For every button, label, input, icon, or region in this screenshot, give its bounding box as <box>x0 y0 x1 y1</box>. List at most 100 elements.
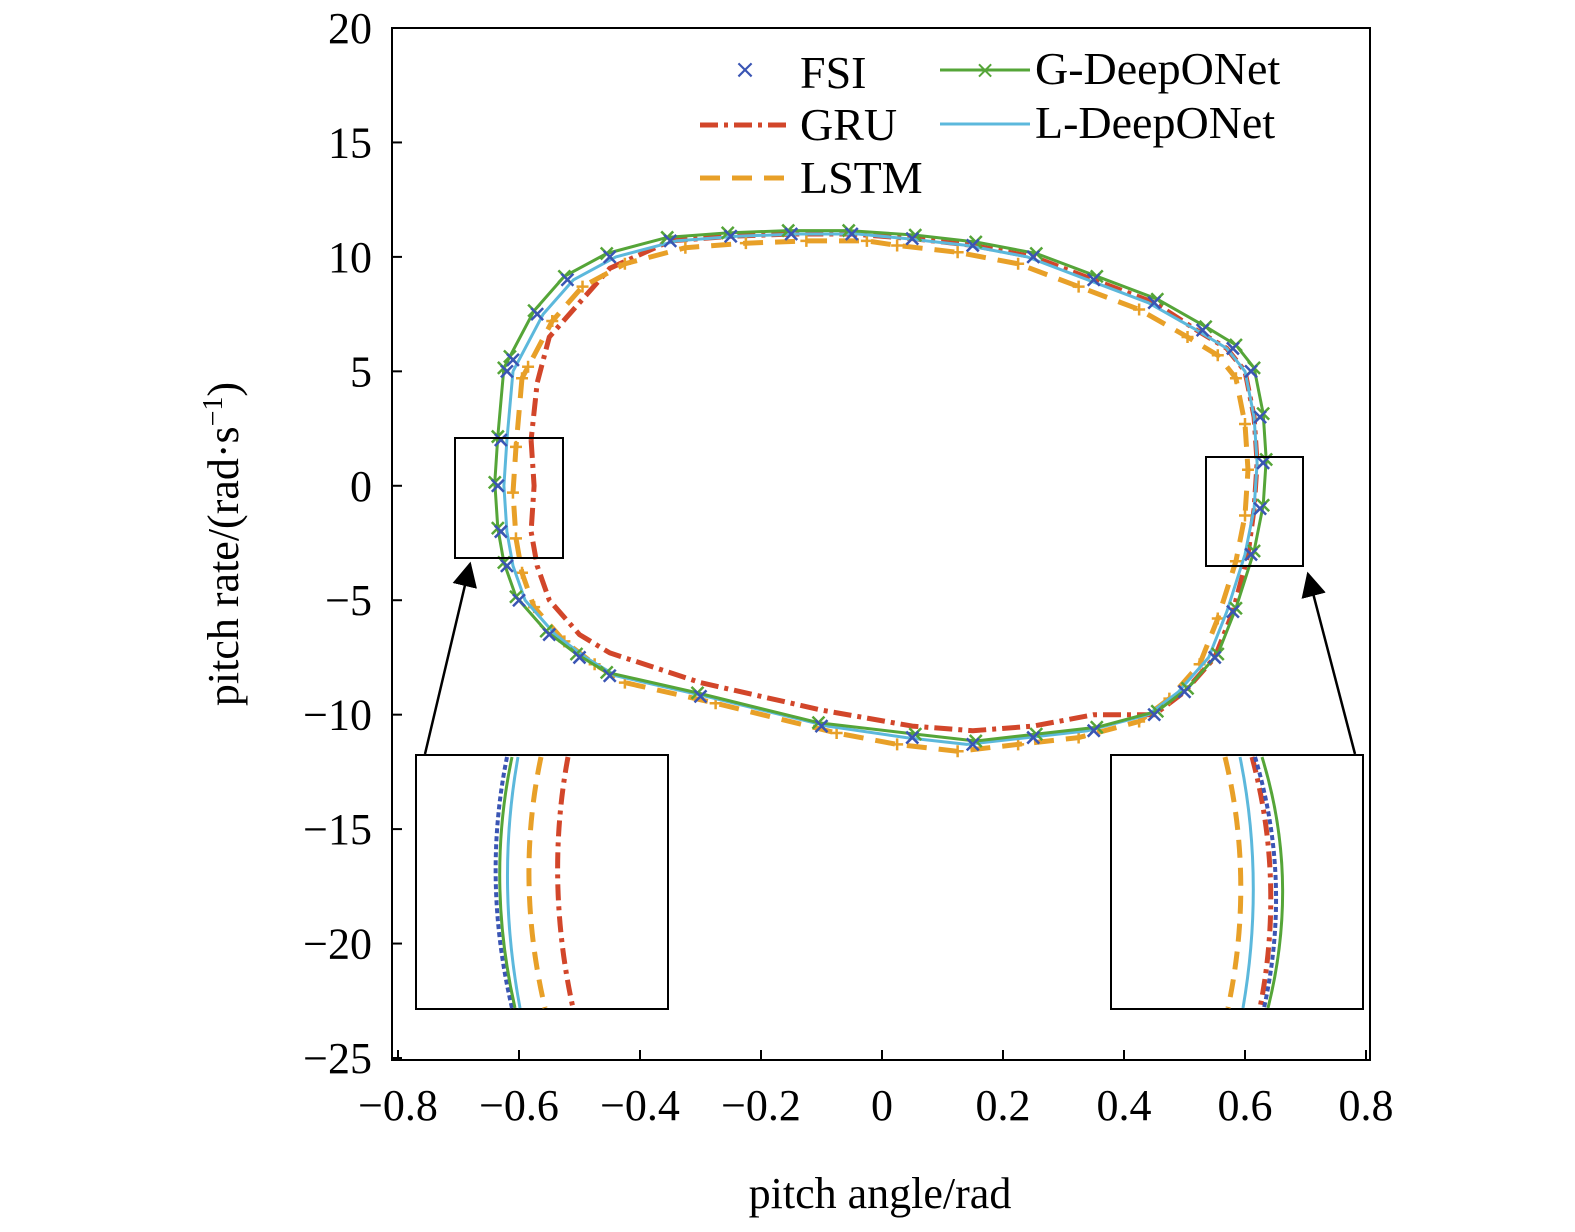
inset-right-g-deeponet-line <box>1260 756 1285 1009</box>
zoom-arrow-right <box>1301 571 1357 755</box>
x-tick-label: −0.6 <box>479 1081 559 1130</box>
legend-item-lstm: LSTM <box>700 152 923 203</box>
data-point <box>490 478 505 493</box>
zoom-region-right <box>1205 456 1304 567</box>
y-tick-label: 15 <box>328 118 372 167</box>
data-point <box>1181 331 1194 343</box>
data-point <box>1244 364 1258 379</box>
inset-right-frame <box>1110 754 1364 1010</box>
data-point <box>1177 684 1192 699</box>
inset-right-l-deeponet-line <box>1238 756 1255 1009</box>
data-point <box>814 719 829 733</box>
data-point <box>965 238 980 253</box>
data-point <box>1026 250 1041 264</box>
data-point <box>576 280 589 293</box>
legend-item-fsi: × FSI <box>734 47 866 98</box>
x-tick-label: 0.2 <box>976 1081 1031 1130</box>
data-point <box>602 668 617 683</box>
legend-item-l-deeponet: L-DeepONet <box>940 97 1275 148</box>
data-point <box>506 353 520 367</box>
data-point <box>951 246 964 259</box>
y-tick-label: −10 <box>303 691 372 740</box>
zoom-region-left <box>454 437 564 559</box>
inset-left-l-deeponet-line <box>506 756 522 1009</box>
data-point <box>512 593 526 608</box>
data-point <box>1242 463 1255 476</box>
series-l-deeponet <box>502 232 1259 746</box>
data-point <box>844 227 859 241</box>
data-point <box>679 241 692 254</box>
x-tick-label: −0.2 <box>721 1081 801 1130</box>
legend: × FSI GRU LSTM × G-DeepONet L-DeepONet <box>700 43 1280 203</box>
y-tick-label: −5 <box>325 576 372 625</box>
data-point <box>1026 730 1041 745</box>
inset-right-lstm-line <box>1222 756 1244 1009</box>
y-tick-label: −15 <box>303 805 372 854</box>
data-point <box>1211 349 1224 362</box>
data-point <box>800 234 813 247</box>
x-tick-label: 0 <box>871 1081 893 1130</box>
data-point <box>860 234 873 247</box>
y-tick-label: −25 <box>303 1034 372 1083</box>
data-point <box>602 250 617 264</box>
y-axis-label-tail: ) <box>199 382 248 397</box>
inset-right-fsi-line <box>1253 756 1279 1009</box>
inset-left <box>415 754 669 1010</box>
data-point <box>1072 280 1085 293</box>
data-point <box>542 627 557 642</box>
data-point <box>560 272 575 287</box>
data-point <box>1239 509 1251 522</box>
inset-left-g-deeponet-line <box>498 756 517 1009</box>
data-point <box>1226 341 1240 356</box>
y-tick-label: 5 <box>350 347 372 396</box>
legend-label-g-deeponet: G-DeepONet <box>1035 43 1280 94</box>
data-point <box>493 524 508 539</box>
legend-label-gru: GRU <box>800 99 897 150</box>
inset-right <box>1110 754 1364 1010</box>
x-axis-label: pitch angle/rad <box>749 1169 1012 1218</box>
legend-marker-fsi: × <box>734 55 756 85</box>
data-point <box>522 360 535 373</box>
data-point <box>530 307 545 321</box>
y-tick-label: 10 <box>328 233 372 282</box>
data-point <box>1207 650 1222 665</box>
data-point <box>1229 372 1242 385</box>
data-point <box>546 314 559 327</box>
y-tick-label: −20 <box>303 920 372 969</box>
series-layer <box>487 223 1274 758</box>
x-tick-label: 0.6 <box>1218 1081 1273 1130</box>
data-point <box>1012 738 1025 751</box>
data-point <box>1133 303 1146 316</box>
data-point <box>1147 707 1162 722</box>
data-point <box>500 364 514 379</box>
data-point <box>723 229 738 244</box>
x-tick-label: 0.8 <box>1339 1081 1394 1130</box>
data-point <box>693 689 708 704</box>
data-point <box>784 227 799 241</box>
data-point <box>965 737 980 752</box>
inset-left-fsi-line <box>493 756 514 1009</box>
data-point <box>1086 723 1101 738</box>
series-fsi <box>490 227 1271 752</box>
data-point <box>905 231 920 246</box>
data-point <box>739 237 752 250</box>
x-tick-label: 0.4 <box>1097 1081 1152 1130</box>
zoom-arrow-left <box>423 561 477 755</box>
data-point <box>1226 604 1240 619</box>
legend-label-l-deeponet: L-DeepONet <box>1035 97 1275 148</box>
series-line-l-deeponet <box>502 232 1259 746</box>
data-point <box>506 486 519 499</box>
data-point <box>1147 295 1162 310</box>
data-point <box>1086 272 1101 287</box>
data-point <box>500 559 514 573</box>
inset-left-frame <box>415 754 669 1010</box>
series-line-g-deeponet <box>493 229 1268 743</box>
data-point <box>891 738 904 751</box>
data-point <box>509 440 522 453</box>
data-point <box>1256 456 1271 470</box>
legend-label-lstm: LSTM <box>800 152 923 203</box>
legend-item-gru: GRU <box>700 99 897 150</box>
data-point <box>951 745 964 758</box>
series-lstm <box>506 234 1255 758</box>
